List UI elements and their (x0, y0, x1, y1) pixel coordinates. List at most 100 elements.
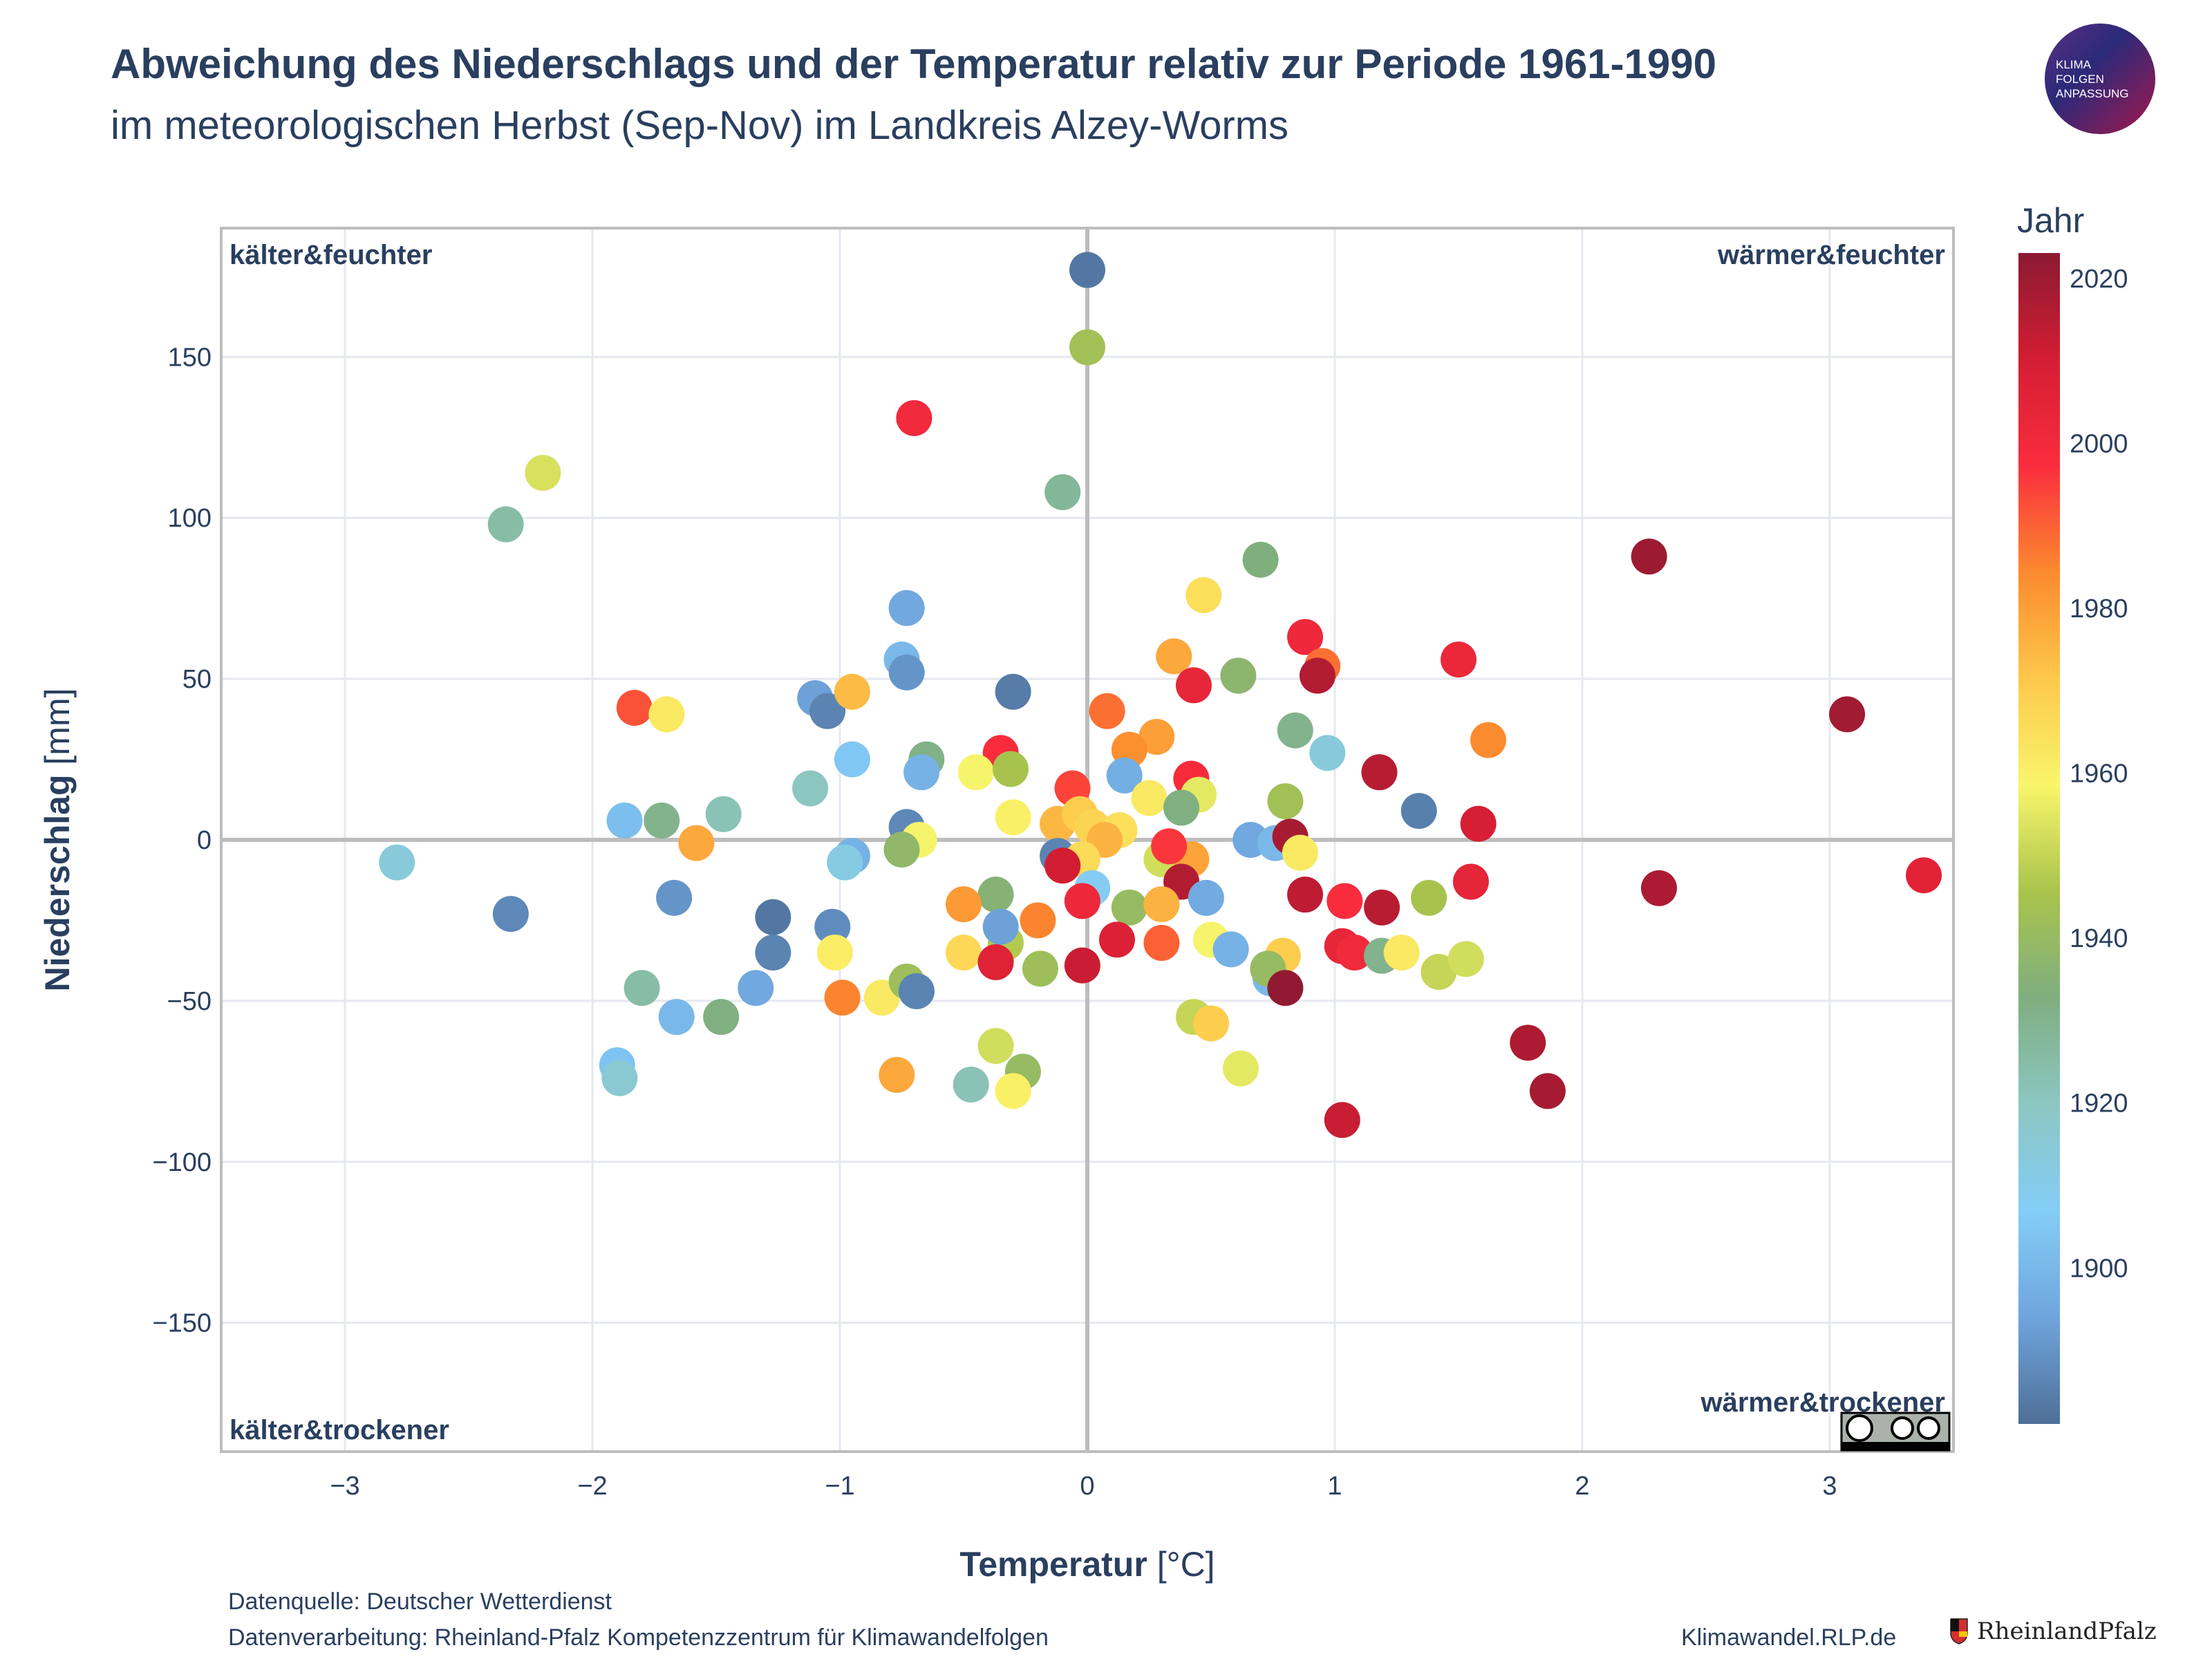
data-point (879, 1057, 915, 1094)
colorbar-tick-label: 1900 (2070, 1254, 2128, 1283)
data-point (738, 970, 774, 1006)
data-point (1411, 879, 1447, 916)
data-point (606, 803, 643, 839)
data-point (1069, 252, 1105, 288)
data-point (1510, 1024, 1546, 1061)
data-point (1020, 902, 1056, 939)
axis-labels: Temperatur [°C] Niederschlag [mm] (38, 688, 1215, 1584)
data-point (1309, 735, 1346, 771)
data-point (1640, 870, 1677, 906)
data-point (1282, 834, 1318, 871)
data-point (601, 1060, 638, 1096)
website-link[interactable]: Klimawandel.RLP.de (1681, 1624, 1897, 1651)
data-point (1277, 712, 1313, 749)
data-point (1447, 941, 1484, 977)
axis-ticks: −3 −2 −1 0 1 2 3 −150 −100 −50 0 50 100 150 (152, 343, 1837, 1501)
x-tick-label: 0 (1080, 1472, 1094, 1501)
data-point (492, 896, 529, 932)
data-point (1336, 935, 1373, 971)
data-point (705, 796, 742, 832)
data-point (1175, 667, 1212, 704)
data-point (792, 770, 829, 807)
data-point (896, 400, 932, 436)
data-point (1242, 541, 1279, 578)
data-point (1044, 847, 1081, 884)
data-point (1185, 577, 1222, 613)
plot-frame (220, 227, 1955, 1453)
data-point (824, 980, 861, 1016)
data-point (888, 654, 925, 691)
license-badge-strip (1841, 1442, 1949, 1450)
data-point (888, 590, 925, 626)
rheinland-pfalz-logo[interactable]: RheinlandPfalz (1977, 1618, 2157, 1645)
data-point (1906, 857, 1942, 894)
data-point (644, 803, 680, 839)
colorbar-tick-label: 1980 (2070, 594, 2128, 624)
data-points (379, 252, 1942, 1138)
chart-subtitle: im meteorologischen Herbst (Sep-Nov) im … (111, 103, 1289, 148)
data-point (1143, 925, 1180, 962)
data-point (834, 741, 870, 778)
sa-icon (1917, 1416, 1940, 1440)
data-point (703, 999, 740, 1035)
y-tick-label: −100 (152, 1148, 212, 1177)
data-point (834, 673, 870, 710)
data-point (525, 455, 561, 491)
colorbar-tick-label: 1920 (2070, 1089, 2128, 1118)
data-point (1064, 947, 1100, 984)
quadrant-label-bottom-left: kälter&trockener (229, 1415, 449, 1445)
data-point (1324, 1102, 1360, 1138)
y-tick-label: 100 (168, 504, 212, 533)
data-point (993, 751, 1029, 787)
data-point (883, 831, 920, 868)
data-point (995, 1073, 1031, 1109)
data-point (1163, 789, 1200, 826)
data-point (1188, 879, 1224, 916)
data-point (995, 799, 1031, 836)
data-point (1441, 641, 1477, 678)
data-processing: Datenverarbeitung: Rheinland-Pfalz Kompe… (228, 1624, 1049, 1651)
klimafolgen-logo[interactable]: KLIMA FOLGEN ANPASSUNG (2045, 24, 2155, 134)
y-tick-label: −150 (152, 1309, 212, 1338)
data-point (1111, 889, 1147, 926)
data-point (1631, 538, 1667, 575)
data-point (1069, 329, 1105, 366)
data-point (656, 879, 693, 916)
data-point (977, 1028, 1014, 1065)
data-point (648, 696, 685, 733)
colorbar-tick-label: 1940 (2070, 924, 2128, 953)
chart-title: Abweichung des Niederschlags und der Tem… (111, 41, 1717, 87)
y-tick-label: 50 (182, 665, 212, 694)
data-point (1064, 883, 1100, 919)
data-point (1327, 883, 1363, 919)
y-tick-label: −50 (167, 987, 212, 1016)
data-point (1138, 718, 1175, 755)
data-point (1143, 886, 1180, 923)
x-tick-label: −3 (330, 1472, 359, 1501)
data-point (1267, 970, 1304, 1006)
x-tick-label: 3 (1822, 1472, 1837, 1501)
data-point (1044, 474, 1081, 510)
data-point (1460, 805, 1497, 842)
data-point (898, 973, 935, 1009)
y-axis-title: Niederschlag [mm] (38, 688, 77, 992)
data-point (1529, 1073, 1566, 1109)
data-point (1106, 757, 1143, 794)
data-point (827, 844, 863, 881)
data-point (1222, 1050, 1259, 1087)
data-point (1267, 783, 1304, 820)
data-point (1829, 696, 1866, 733)
coat-of-arms-icon (1950, 1618, 1968, 1644)
quadrant-label-top-right: wärmer&feuchter (1717, 240, 1945, 270)
data-point (1287, 877, 1324, 913)
colorbar-gradient (2018, 253, 2060, 1424)
data-point (995, 673, 1031, 710)
y-tick-label: 150 (168, 343, 212, 372)
data-point (977, 877, 1014, 913)
data-point (957, 754, 994, 791)
colorbar-tick-label: 2020 (2070, 265, 2128, 294)
data-source: Datenquelle: Deutscher Wetterdienst (228, 1588, 612, 1615)
license-badge[interactable] (1840, 1412, 1951, 1452)
x-axis-title: Temperatur [°C] (959, 1545, 1215, 1584)
